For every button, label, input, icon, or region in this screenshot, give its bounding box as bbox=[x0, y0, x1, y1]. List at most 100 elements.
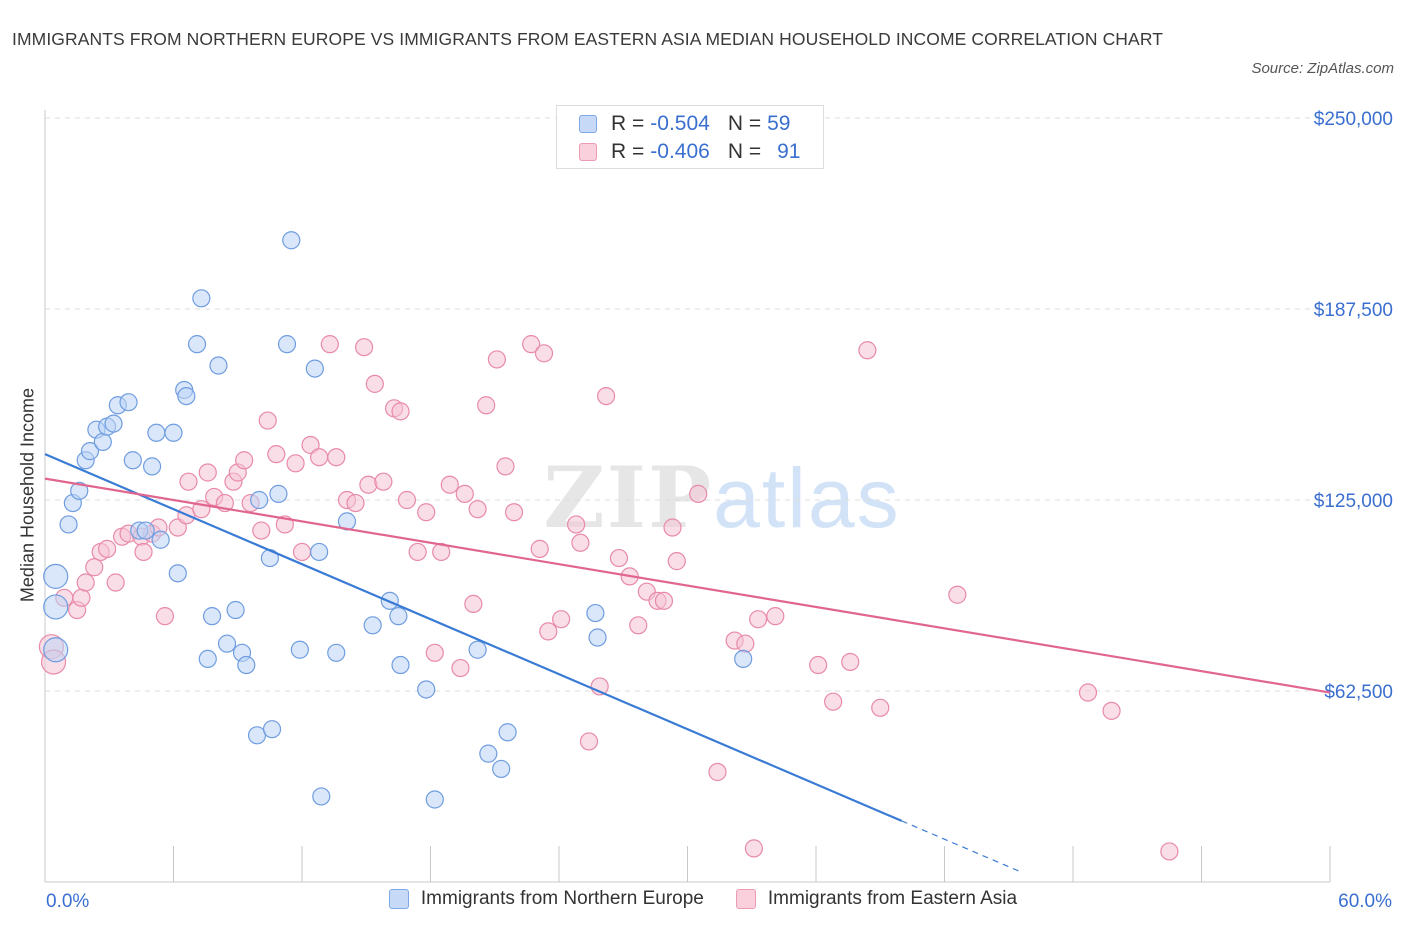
eastern-asia-point bbox=[1102, 701, 1121, 720]
northern-europe-point bbox=[168, 564, 187, 583]
watermark: ZIPatlas bbox=[543, 448, 900, 547]
northern-europe-point bbox=[277, 335, 297, 354]
northern-europe-point bbox=[468, 640, 487, 659]
eastern-asia-point bbox=[374, 472, 393, 491]
x-tick-label-min: 0.0% bbox=[46, 891, 90, 912]
northern-europe-point bbox=[70, 481, 89, 500]
eastern-asia-point bbox=[440, 475, 459, 494]
northern-europe-point bbox=[151, 530, 170, 549]
eastern-asia-point bbox=[134, 542, 153, 562]
correlation-legend: R = -0.504 N = 59 R = -0.406 N = 91 bbox=[556, 105, 824, 169]
eastern-asia-point bbox=[663, 518, 682, 537]
northern-europe-point bbox=[164, 423, 183, 442]
eastern-asia-point bbox=[455, 484, 474, 503]
eastern-asia-point bbox=[198, 463, 217, 482]
northern-europe-point bbox=[389, 607, 408, 626]
eastern-asia-point bbox=[106, 573, 125, 592]
eastern-asia-point bbox=[522, 335, 541, 354]
northern-europe-point bbox=[425, 790, 444, 809]
eastern-asia-point bbox=[408, 542, 427, 562]
eastern-asia-point bbox=[98, 539, 117, 558]
eastern-asia-point bbox=[155, 607, 175, 626]
northern-europe-point bbox=[147, 423, 166, 442]
northern-europe-point bbox=[202, 607, 222, 626]
series-eastern-asia-points bbox=[38, 335, 1179, 861]
eastern-asia-point bbox=[609, 548, 629, 568]
eastern-asia-point bbox=[359, 475, 378, 494]
y-axis-label: Median Household Income bbox=[17, 387, 38, 603]
eastern-asia-point bbox=[487, 350, 506, 369]
legend-row-eastern-asia: R = -0.406 N = 91 bbox=[579, 138, 800, 166]
trend-line-northern-europe bbox=[44, 453, 903, 822]
eastern-asia-point bbox=[425, 643, 444, 662]
northern-europe-point bbox=[187, 335, 207, 354]
eastern-asia-point bbox=[744, 839, 763, 858]
northern-europe-point bbox=[312, 787, 331, 806]
y-tick-label: $187,500 bbox=[1314, 300, 1393, 321]
chart-title: IMMIGRANTS FROM NORTHERN EUROPE VS IMMIG… bbox=[12, 29, 1164, 49]
northern-europe-point bbox=[43, 563, 69, 590]
northern-europe-point bbox=[479, 744, 498, 763]
northern-europe-point bbox=[417, 680, 436, 699]
eastern-asia-point bbox=[629, 616, 648, 635]
series-legend: Immigrants from Northern Europe Immigran… bbox=[0, 888, 1406, 910]
northern-europe-point bbox=[104, 414, 123, 433]
northern-europe-point bbox=[237, 655, 256, 675]
eastern-asia-point bbox=[579, 732, 599, 751]
northern-europe-point bbox=[282, 231, 301, 250]
eastern-asia-point bbox=[504, 503, 524, 522]
legend-swatch-pink bbox=[735, 889, 756, 909]
northern-europe-point bbox=[498, 723, 517, 742]
northern-europe-point bbox=[363, 616, 382, 635]
northern-europe-point bbox=[177, 386, 196, 406]
eastern-asia-point bbox=[824, 692, 843, 711]
northern-europe-point bbox=[142, 457, 162, 476]
northern-europe-point bbox=[269, 484, 288, 503]
source-label: Source: ZipAtlas.com bbox=[1251, 60, 1394, 77]
eastern-asia-point bbox=[708, 762, 727, 782]
northern-europe-point bbox=[492, 759, 511, 779]
trend-line-northern-europe-extension bbox=[901, 820, 1020, 872]
eastern-asia-point bbox=[654, 591, 674, 610]
eastern-asia-point bbox=[464, 594, 483, 614]
eastern-asia-point bbox=[496, 457, 515, 476]
northern-europe-point bbox=[198, 649, 217, 669]
y-tick-labels: $250,000 $187,500 $125,000 $62,500 bbox=[1314, 109, 1393, 703]
eastern-asia-point bbox=[948, 585, 967, 604]
northern-europe-point bbox=[310, 542, 329, 562]
northern-europe-point bbox=[119, 393, 138, 412]
legend-label: Immigrants from Northern Europe bbox=[420, 888, 704, 909]
eastern-asia-point bbox=[292, 542, 312, 562]
eastern-asia-point bbox=[72, 588, 91, 607]
eastern-asia-point bbox=[391, 402, 410, 421]
northern-europe-point bbox=[80, 442, 100, 461]
y-tick-label: $125,000 bbox=[1314, 491, 1393, 512]
northern-europe-point bbox=[43, 594, 69, 620]
eastern-asia-point bbox=[841, 652, 860, 672]
eastern-asia-point bbox=[749, 610, 768, 629]
eastern-asia-point bbox=[1160, 842, 1179, 861]
eastern-asia-point bbox=[258, 411, 277, 430]
legend-n-label: N = bbox=[727, 112, 762, 135]
eastern-asia-point bbox=[571, 533, 590, 552]
eastern-asia-point bbox=[451, 658, 470, 678]
eastern-asia-point bbox=[552, 610, 571, 629]
series-northern-europe-points bbox=[43, 231, 753, 809]
eastern-asia-point bbox=[327, 448, 346, 467]
northern-europe-point bbox=[588, 628, 607, 647]
legend-label: Immigrants from Eastern Asia bbox=[767, 888, 1018, 909]
legend-swatch-blue bbox=[388, 889, 409, 909]
legend-r-label: R = bbox=[611, 140, 645, 163]
northern-europe-point bbox=[586, 603, 605, 623]
legend-item-northern-europe: Immigrants from Northern Europe bbox=[388, 888, 704, 910]
eastern-asia-point bbox=[477, 396, 496, 415]
legend-swatch-blue bbox=[579, 115, 597, 133]
northern-europe-point bbox=[305, 359, 324, 378]
northern-europe-point bbox=[59, 515, 78, 534]
eastern-asia-point bbox=[736, 634, 755, 653]
northern-europe-point bbox=[43, 637, 69, 663]
legend-r-label: R = bbox=[611, 112, 645, 135]
eastern-asia-point bbox=[286, 454, 305, 473]
legend-r-value: -0.504 bbox=[650, 112, 710, 135]
